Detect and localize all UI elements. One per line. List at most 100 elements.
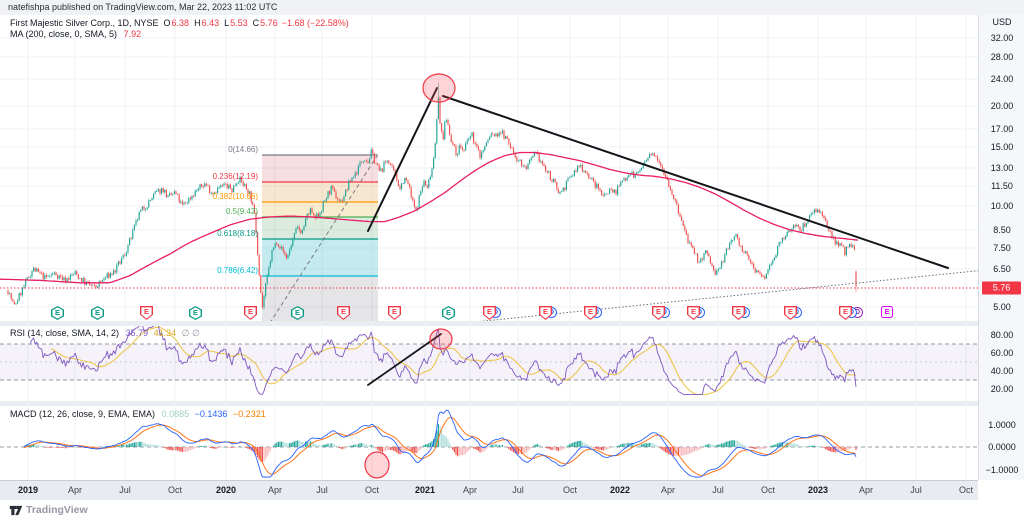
event-badge-earnings[interactable]: E bbox=[687, 306, 700, 320]
tradingview-logo-icon[interactable] bbox=[9, 504, 23, 522]
time-axis-label: Apr bbox=[660, 485, 676, 495]
rsi-legend[interactable]: RSI (14, close, SMA, 14, 2) 35.79 41.34 … bbox=[10, 328, 200, 339]
event-badge-earnings[interactable]: E bbox=[244, 306, 257, 320]
pane-separator bbox=[0, 321, 978, 326]
rsi-pane bbox=[0, 326, 978, 395]
time-axis-label: 2020 bbox=[215, 485, 237, 495]
main-symbol-legend[interactable]: First Majestic Silver Corp., 1D, NYSE O6.… bbox=[10, 18, 349, 40]
event-badge-earnings[interactable]: E bbox=[189, 306, 202, 320]
macd-line bbox=[23, 409, 857, 478]
time-axis-label: 2019 bbox=[17, 485, 39, 495]
price-axis-tick: 10.00 bbox=[990, 201, 1014, 211]
time-axis-label: Jul bbox=[119, 485, 131, 495]
open-value: 6.38 bbox=[171, 18, 190, 28]
symbol-title[interactable]: First Majestic Silver Corp., 1D, NYSE bbox=[10, 18, 159, 28]
time-axis-label: 2023 bbox=[807, 485, 829, 495]
event-badge-earnings[interactable]: E bbox=[483, 306, 496, 320]
rsi-empty-values: ∅ ∅ bbox=[181, 328, 200, 338]
price-axis-tick: 24.00 bbox=[990, 74, 1014, 84]
macd-label[interactable]: MACD (12, 26, close, 9, EMA, EMA) bbox=[10, 409, 156, 419]
fib-level-label: 0.236(12.19) bbox=[213, 172, 259, 181]
event-badge-earnings[interactable]: E bbox=[539, 306, 552, 320]
event-badge-earnings[interactable]: E bbox=[784, 306, 797, 320]
time-axis[interactable]: 2019 Apr Jul Oct 2020 Apr Jul Oct 2021 Apr Jul Oct 2… bbox=[0, 480, 978, 500]
macd-hist-value: 0.0885 bbox=[161, 409, 190, 419]
footer: TradingView bbox=[0, 500, 1024, 522]
macd-legend[interactable]: MACD (12, 26, close, 9, EMA, EMA) 0.0885… bbox=[10, 409, 266, 420]
low-label: L bbox=[224, 18, 230, 28]
time-axis-label: Apr bbox=[67, 485, 83, 495]
ma-value: 7.92 bbox=[123, 29, 142, 39]
fib-level-label: 0(14.66) bbox=[228, 145, 258, 154]
close-value: 5.76 bbox=[260, 18, 278, 28]
event-badge-earnings[interactable]: E bbox=[291, 306, 304, 320]
price-axis-tick: 13.00 bbox=[990, 163, 1014, 173]
macd-pane bbox=[0, 409, 978, 478]
publish-bar: natefishpa published on TradingView.com,… bbox=[0, 0, 1024, 15]
time-axis-label: Apr bbox=[858, 485, 874, 495]
pane-separator bbox=[0, 401, 978, 406]
time-axis-label: Oct bbox=[958, 485, 974, 495]
highlight-circle bbox=[422, 73, 456, 103]
time-axis-label: Apr bbox=[462, 485, 478, 495]
event-badge-earnings[interactable]: E bbox=[584, 306, 597, 320]
event-badge-earnings[interactable]: E bbox=[140, 306, 153, 320]
candle-wicks-up bbox=[9, 82, 854, 310]
macd-axis-tick: 0.0000 bbox=[988, 442, 1016, 452]
symbol-legend-row: First Majestic Silver Corp., 1D, NYSE O6.… bbox=[10, 18, 349, 29]
time-axis-label: Jul bbox=[316, 485, 328, 495]
macd-line-value: −0.1436 bbox=[194, 409, 228, 419]
main-pane: 0(14.66) 0.236(12.19) 0.382(10.66) 0.5(9.42… bbox=[0, 82, 978, 321]
ma-200-line bbox=[0, 151, 859, 284]
trendline-descending bbox=[442, 95, 949, 269]
fib-level-label: 0.786(6.42) bbox=[217, 266, 258, 275]
low-value: 5.53 bbox=[230, 18, 248, 28]
event-badge-earnings[interactable]: E bbox=[442, 306, 455, 320]
time-axis-label: Jul bbox=[712, 485, 724, 495]
candle-wicks-down bbox=[7, 95, 857, 310]
rsi-label[interactable]: RSI (14, close, SMA, 14, 2) bbox=[10, 328, 120, 338]
highlight-circle bbox=[364, 451, 390, 479]
change-value: −1.68 (−22.58%) bbox=[281, 18, 349, 28]
event-badge-earnings[interactable]: E bbox=[881, 306, 893, 318]
fib-level-label: 0.618(8.18) bbox=[217, 229, 258, 238]
price-axis[interactable]: USD 32.00 28.00 24.00 20.00 17.00 15.00 13.00 11… bbox=[978, 15, 1024, 480]
event-badge-earnings[interactable]: E bbox=[51, 306, 64, 320]
price-axis-tick: 32.00 bbox=[990, 33, 1014, 43]
open-label: O bbox=[163, 18, 171, 28]
event-badge-earnings[interactable]: E bbox=[337, 306, 350, 320]
macd-axis-tick: −1.0000 bbox=[985, 465, 1019, 475]
macd-signal-value: −0.2321 bbox=[232, 409, 266, 419]
event-badge-earnings[interactable]: E bbox=[652, 306, 665, 320]
high-label: H bbox=[194, 18, 201, 28]
rsi-axis-tick: 80.00 bbox=[990, 330, 1014, 340]
time-axis-label: Oct bbox=[364, 485, 380, 495]
rsi-trendline bbox=[367, 333, 442, 386]
price-axis-tick: 20.00 bbox=[990, 101, 1014, 111]
time-axis-label: Oct bbox=[562, 485, 578, 495]
fib-retracement bbox=[262, 154, 378, 321]
price-axis-tick: 11.50 bbox=[991, 181, 1013, 191]
rsi-line bbox=[29, 326, 857, 395]
macd-axis-tick: 1.0000 bbox=[988, 420, 1016, 430]
ma-label[interactable]: MA (200, close, 0, SMA, 5) bbox=[10, 29, 118, 39]
event-badge-earnings[interactable]: E bbox=[839, 306, 852, 320]
currency-label: USD bbox=[992, 17, 1012, 27]
tradingview-wordmark[interactable]: TradingView bbox=[26, 504, 88, 516]
rsi-axis-tick: 20.00 bbox=[990, 384, 1014, 394]
price-axis-tick: 8.50 bbox=[993, 225, 1011, 235]
price-axis-tick: 5.00 bbox=[993, 302, 1011, 312]
grid bbox=[0, 16, 978, 480]
event-badge-earnings[interactable]: E bbox=[388, 306, 401, 320]
last-price-badge: 5.76 bbox=[982, 281, 1021, 295]
close-label: C bbox=[252, 18, 260, 28]
time-axis-label: Apr bbox=[267, 485, 283, 495]
rsi-sma-line bbox=[50, 326, 857, 395]
event-badge-earnings[interactable]: E bbox=[732, 306, 745, 320]
price-axis-tick: 17.00 bbox=[990, 124, 1014, 134]
event-badge-earnings[interactable]: E bbox=[91, 306, 104, 320]
rsi-axis-tick: 40.00 bbox=[990, 366, 1014, 376]
rsi-ma-value: 41.34 bbox=[153, 328, 177, 338]
